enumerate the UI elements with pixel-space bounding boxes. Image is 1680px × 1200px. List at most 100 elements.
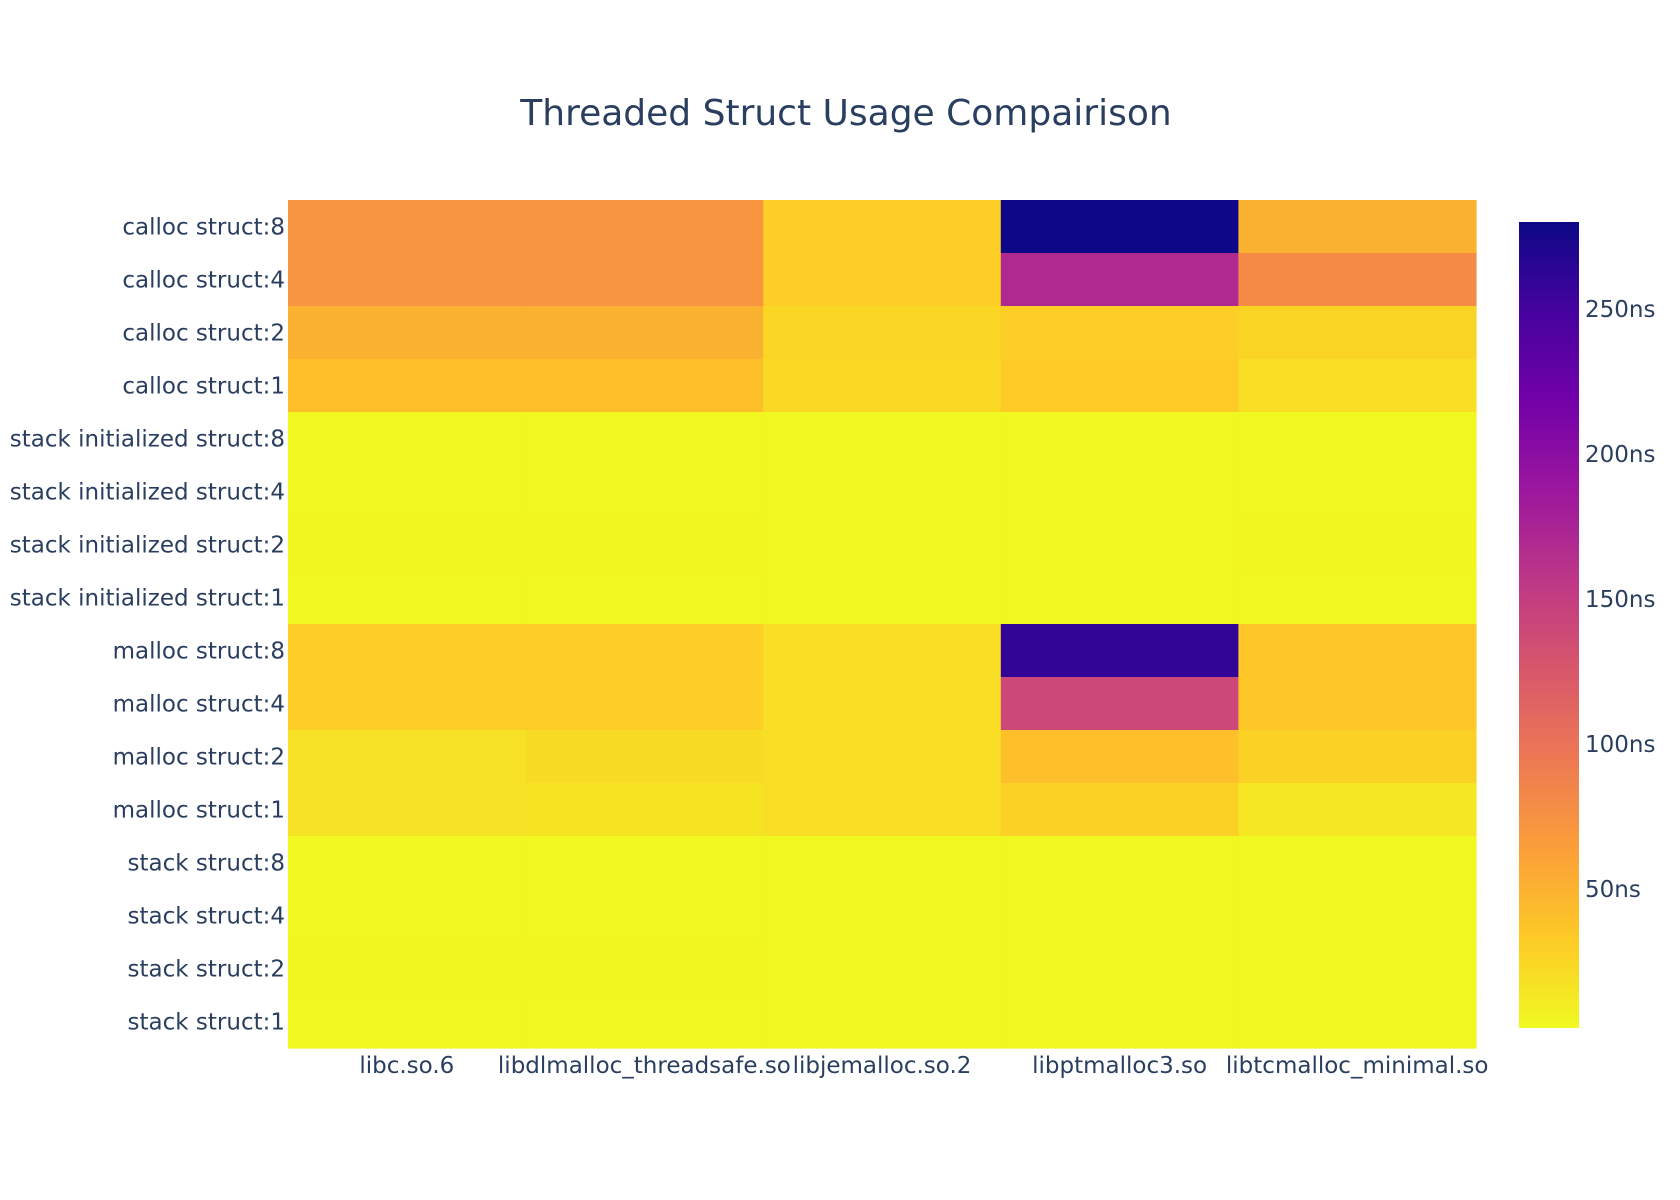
heatmap-cell-stack-initialized-struct-4-libptmalloc3-so: [1000, 465, 1239, 519]
heatmap-cell-calloc-struct-4-libc-so-6: [288, 253, 527, 307]
heatmap-cell-malloc-struct-8-libptmalloc3-so: [1000, 624, 1239, 678]
colorbar: [1519, 222, 1579, 1028]
heatmap-cell-malloc-struct-1-libtcmalloc-minimal-so: [1238, 783, 1477, 837]
chart-title: Threaded Struct Usage Compairison: [519, 93, 1171, 134]
x-tick-label: libdlmalloc_threadsafe.so: [498, 1053, 791, 1079]
y-axis-ticks: calloc struct:8 calloc struct:4 calloc str…: [10, 215, 285, 1036]
heatmap-cell-stack-initialized-struct-1-libjemalloc-so-2: [763, 571, 1002, 625]
heatmap-cell-malloc-struct-1-libptmalloc3-so: [1000, 783, 1239, 837]
colorbar-ticks: 50ns 100ns 150ns 200ns 250ns: [1585, 297, 1655, 903]
x-axis-ticks: libc.so.6 libdlmalloc_threadsafe.so libjem…: [359, 1053, 1488, 1079]
heatmap-cell-calloc-struct-4-libjemalloc-so-2: [763, 253, 1002, 307]
heatmap-cell-stack-struct-1-libptmalloc3-so: [1000, 995, 1239, 1049]
heatmap-cell-calloc-struct-2-libc-so-6: [288, 306, 527, 360]
colorbar-tick-label: 200ns: [1585, 442, 1655, 468]
y-tick-label: malloc struct:2: [113, 745, 285, 771]
heatmap-cell-calloc-struct-4-libtcmalloc-minimal-so: [1238, 253, 1477, 307]
y-tick-label: calloc struct:4: [122, 268, 285, 294]
heatmap-cell-stack-initialized-struct-1-libc-so-6: [288, 571, 527, 625]
heatmap-cell-stack-initialized-struct-8-libtcmalloc-minimal-so: [1238, 412, 1477, 466]
heatmap-cell-stack-initialized-struct-4-libtcmalloc-minimal-so: [1238, 465, 1477, 519]
heatmap-cell-malloc-struct-8-libc-so-6: [288, 624, 527, 678]
heatmap-cell-malloc-struct-8-libdlmalloc-threadsafe-so: [525, 624, 764, 678]
heatmap-cell-stack-struct-8-libtcmalloc-minimal-so: [1238, 836, 1477, 890]
heatmap-cell-malloc-struct-4-libc-so-6: [288, 677, 527, 731]
heatmap-cell-stack-initialized-struct-4-libjemalloc-so-2: [763, 465, 1002, 519]
heatmap-cell-calloc-struct-8-libc-so-6: [288, 200, 527, 254]
heatmap-cell-malloc-struct-1-libc-so-6: [288, 783, 527, 837]
heatmap-cell-malloc-struct-1-libdlmalloc-threadsafe-so: [525, 783, 764, 837]
colorbar-tick-label: 150ns: [1585, 587, 1655, 613]
heatmap-cell-stack-struct-4-libdlmalloc-threadsafe-so: [525, 889, 764, 943]
heatmap-cell-stack-initialized-struct-4-libc-so-6: [288, 465, 527, 519]
heatmap-cell-calloc-struct-2-libptmalloc3-so: [1000, 306, 1239, 360]
heatmap-cell-stack-initialized-struct-8-libptmalloc3-so: [1000, 412, 1239, 466]
heatmap-cell-stack-struct-4-libjemalloc-so-2: [763, 889, 1002, 943]
y-tick-label: stack struct:2: [128, 957, 285, 983]
heatmap-cell-malloc-struct-4-libtcmalloc-minimal-so: [1238, 677, 1477, 731]
heatmap-cell-stack-initialized-struct-8-libc-so-6: [288, 412, 527, 466]
heatmap-cell-calloc-struct-2-libtcmalloc-minimal-so: [1238, 306, 1477, 360]
heatmap-cell-stack-struct-1-libc-so-6: [288, 995, 527, 1049]
y-tick-label: stack initialized struct:1: [10, 586, 285, 612]
heatmap-cell-stack-initialized-struct-1-libptmalloc3-so: [1000, 571, 1239, 625]
heatmap-cell-calloc-struct-1-libjemalloc-so-2: [763, 359, 1002, 413]
heatmap-cell-stack-initialized-struct-8-libjemalloc-so-2: [763, 412, 1002, 466]
y-tick-label: stack initialized struct:4: [10, 480, 285, 506]
heatmap-cell-stack-initialized-struct-2-libptmalloc3-so: [1000, 518, 1239, 572]
heatmap-cell-stack-struct-8-libdlmalloc-threadsafe-so: [525, 836, 764, 890]
heatmap-cell-stack-struct-8-libjemalloc-so-2: [763, 836, 1002, 890]
heatmap-cell-stack-initialized-struct-2-libjemalloc-so-2: [763, 518, 1002, 572]
y-tick-label: malloc struct:4: [113, 692, 285, 718]
heatmap-cells: [288, 200, 1477, 1049]
y-tick-label: stack struct:1: [128, 1010, 285, 1036]
heatmap-cell-stack-initialized-struct-4-libdlmalloc-threadsafe-so: [525, 465, 764, 519]
y-tick-label: malloc struct:1: [113, 798, 285, 824]
heatmap-cell-stack-struct-4-libc-so-6: [288, 889, 527, 943]
heatmap-cell-malloc-struct-2-libjemalloc-so-2: [763, 730, 1002, 784]
heatmap-cell-calloc-struct-2-libjemalloc-so-2: [763, 306, 1002, 360]
heatmap-cell-stack-struct-1-libtcmalloc-minimal-so: [1238, 995, 1477, 1049]
heatmap-cell-stack-struct-2-libc-so-6: [288, 942, 527, 996]
colorbar-tick-label: 50ns: [1585, 877, 1641, 903]
heatmap-cell-stack-initialized-struct-8-libdlmalloc-threadsafe-so: [525, 412, 764, 466]
heatmap-cell-stack-struct-1-libjemalloc-so-2: [763, 995, 1002, 1049]
colorbar-tick-label: 100ns: [1585, 732, 1655, 758]
y-tick-label: stack struct:4: [128, 904, 285, 930]
heatmap-cell-malloc-struct-4-libjemalloc-so-2: [763, 677, 1002, 731]
heatmap-cell-calloc-struct-4-libptmalloc3-so: [1000, 253, 1239, 307]
heatmap-cell-malloc-struct-8-libtcmalloc-minimal-so: [1238, 624, 1477, 678]
heatmap-cell-malloc-struct-4-libdlmalloc-threadsafe-so: [525, 677, 764, 731]
heatmap-cell-stack-initialized-struct-2-libtcmalloc-minimal-so: [1238, 518, 1477, 572]
heatmap-cell-malloc-struct-2-libtcmalloc-minimal-so: [1238, 730, 1477, 784]
y-tick-label: calloc struct:8: [122, 215, 285, 241]
heatmap-cell-calloc-struct-2-libdlmalloc-threadsafe-so: [525, 306, 764, 360]
heatmap-cell-stack-initialized-struct-1-libdlmalloc-threadsafe-so: [525, 571, 764, 625]
heatmap-cell-calloc-struct-8-libdlmalloc-threadsafe-so: [525, 200, 764, 254]
x-tick-label: libc.so.6: [359, 1053, 454, 1079]
heatmap-cell-malloc-struct-2-libdlmalloc-threadsafe-so: [525, 730, 764, 784]
heatmap-cell-calloc-struct-8-libtcmalloc-minimal-so: [1238, 200, 1477, 254]
y-tick-label: stack struct:8: [128, 851, 285, 877]
heatmap-cell-stack-struct-8-libptmalloc3-so: [1000, 836, 1239, 890]
heatmap-cell-calloc-struct-1-libdlmalloc-threadsafe-so: [525, 359, 764, 413]
heatmap-cell-stack-struct-2-libtcmalloc-minimal-so: [1238, 942, 1477, 996]
y-tick-label: calloc struct:2: [122, 321, 285, 347]
y-tick-label: stack initialized struct:8: [10, 427, 285, 453]
heatmap-cell-malloc-struct-2-libptmalloc3-so: [1000, 730, 1239, 784]
y-tick-label: stack initialized struct:2: [10, 533, 285, 559]
heatmap-cell-stack-struct-2-libptmalloc3-so: [1000, 942, 1239, 996]
heatmap-cell-stack-struct-8-libc-so-6: [288, 836, 527, 890]
colorbar-tick-label: 250ns: [1585, 297, 1655, 323]
heatmap-cell-calloc-struct-8-libptmalloc3-so: [1000, 200, 1239, 254]
heatmap-cell-stack-struct-4-libtcmalloc-minimal-so: [1238, 889, 1477, 943]
heatmap-cell-stack-initialized-struct-1-libtcmalloc-minimal-so: [1238, 571, 1477, 625]
y-tick-label: calloc struct:1: [122, 374, 285, 400]
heatmap-cell-stack-initialized-struct-2-libdlmalloc-threadsafe-so: [525, 518, 764, 572]
heatmap-cell-calloc-struct-8-libjemalloc-so-2: [763, 200, 1002, 254]
heatmap-cell-malloc-struct-2-libc-so-6: [288, 730, 527, 784]
heatmap-cell-calloc-struct-1-libptmalloc3-so: [1000, 359, 1239, 413]
heatmap-cell-stack-struct-4-libptmalloc3-so: [1000, 889, 1239, 943]
heatmap-cell-stack-initialized-struct-2-libc-so-6: [288, 518, 527, 572]
